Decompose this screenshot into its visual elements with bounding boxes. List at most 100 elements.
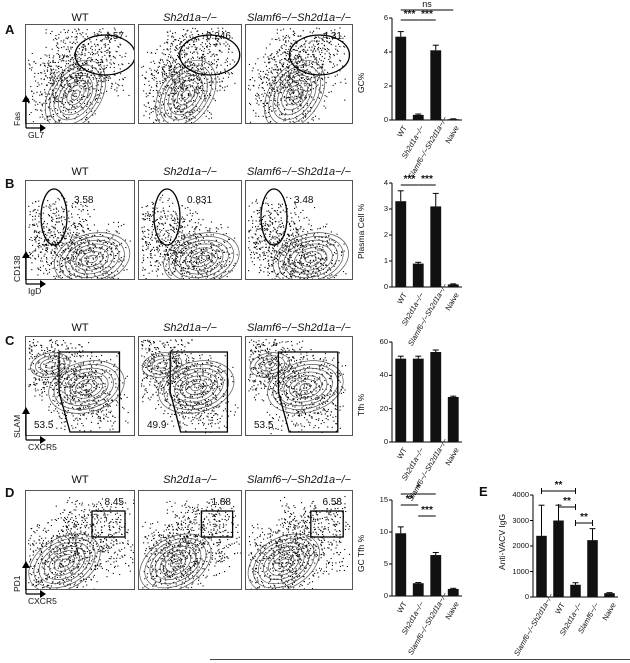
error-bar (397, 355, 404, 359)
significance-label: * (416, 483, 421, 494)
panel-letter-e: E (479, 484, 488, 499)
error-bar (538, 504, 545, 536)
flow-plot-canvas (248, 339, 347, 435)
flow-plot-1: 0.246 (138, 24, 242, 124)
flow-plot-2: 4.31 (245, 24, 353, 124)
gate-frequency-1: 0.246 (205, 31, 231, 42)
panel-letter-a: A (5, 22, 15, 37)
y-tick-label: 4 (383, 47, 388, 56)
y-tick-label: 3 (383, 204, 388, 213)
error-bar (450, 395, 457, 397)
bar (430, 555, 442, 596)
event-dots (28, 27, 130, 123)
axis-arrows (22, 95, 46, 132)
density-contours (264, 59, 326, 123)
error-bar (589, 528, 596, 541)
bar (430, 50, 442, 120)
gate-rectangle (200, 510, 234, 538)
density-contours (139, 533, 212, 589)
y-tick-label: 0 (383, 437, 388, 446)
bar (430, 206, 442, 287)
genotype-label-0: WT (71, 12, 89, 24)
panel-letter-c: C (5, 333, 15, 348)
flow-plot-1: 0.831 (138, 180, 242, 280)
density-contours (28, 533, 101, 589)
x-axis-label: CXCR5 (28, 442, 57, 452)
y-tick-label: 40 (379, 370, 388, 380)
significance-label: ** (563, 496, 571, 507)
error-bar (450, 587, 457, 589)
figure-bottom-rule (210, 659, 630, 660)
axis-arrows (22, 561, 46, 598)
flow-plot-2: 3.48 (245, 180, 353, 280)
y-tick-label: 0 (383, 591, 388, 600)
error-bar (415, 261, 422, 264)
y-tick-label: 3000 (512, 515, 529, 525)
error-bar (432, 349, 439, 352)
density-contours (247, 533, 320, 589)
significance-bracket (558, 504, 576, 510)
flow-plot-canvas (28, 27, 134, 123)
flow-plot-1: 49.9 (138, 336, 242, 436)
significance-label: ** (554, 480, 563, 491)
y-tick-label: 1 (383, 256, 388, 265)
flow-plot-0: 3.58 (25, 180, 135, 280)
y-tick-label: 15 (379, 495, 388, 504)
axis-arrows (22, 407, 46, 444)
gate-frequency-1: 1.88 (211, 497, 231, 508)
significance-label: *** (403, 174, 416, 185)
y-tick-label: 0 (383, 115, 388, 124)
bar (536, 535, 547, 597)
flow-plot-canvas (28, 339, 129, 433)
error-bar (432, 44, 439, 51)
gate-frequency-0: 4.57 (104, 31, 124, 42)
gate-polygon (169, 351, 229, 433)
density-contours (155, 59, 217, 123)
genotype-label-1: Sh2d1a−/− (163, 474, 217, 486)
flow-plot-0: 4.57 (25, 24, 135, 124)
density-contours (30, 352, 125, 414)
error-bar (432, 192, 439, 207)
y-tick-label: 2 (383, 230, 388, 239)
gate-frequency-2: 4.31 (322, 31, 342, 42)
y-tick-label: 5 (383, 559, 388, 568)
error-bar (415, 582, 422, 584)
flow-plot-2: 6.58 (245, 490, 353, 590)
significance-label: *** (421, 505, 433, 516)
gate-ellipse (74, 34, 134, 76)
bar (412, 358, 424, 442)
flow-plot-canvas (248, 188, 349, 279)
significance-bracket (541, 488, 576, 494)
genotype-label-0: WT (71, 322, 89, 334)
significance-label: ** (580, 512, 588, 523)
event-dots (248, 27, 347, 123)
flow-plot-canvas (28, 188, 131, 279)
error-bar (450, 283, 457, 285)
gate-polygon (58, 351, 121, 433)
flow-plot-0: 8.45 (25, 490, 135, 590)
error-bar (397, 190, 404, 202)
flow-plot-canvas (141, 339, 239, 434)
gate-ellipse (288, 34, 351, 76)
density-contours (163, 232, 240, 279)
gate-ellipse (260, 188, 288, 246)
bar (553, 520, 564, 597)
y-tick-label: 2 (383, 81, 388, 90)
error-bar (397, 31, 404, 37)
genotype-label-1: Sh2d1a−/− (163, 166, 217, 178)
significance-label: ** (405, 494, 414, 505)
gate-ellipse (179, 34, 241, 76)
gate-frequency-2: 53.5 (254, 420, 274, 431)
gate-ellipse (40, 188, 68, 246)
density-contours (272, 232, 349, 279)
gate-rectangle (310, 510, 344, 538)
significance-label: *** (421, 9, 433, 20)
y-tick-label: 10 (379, 527, 388, 536)
bar (447, 397, 459, 442)
gate-frequency-0: 8.45 (104, 497, 124, 508)
y-tick-label: 60 (379, 337, 388, 346)
y-axis-title: Anti-VACV IgG (497, 513, 507, 570)
error-bar (432, 551, 439, 556)
